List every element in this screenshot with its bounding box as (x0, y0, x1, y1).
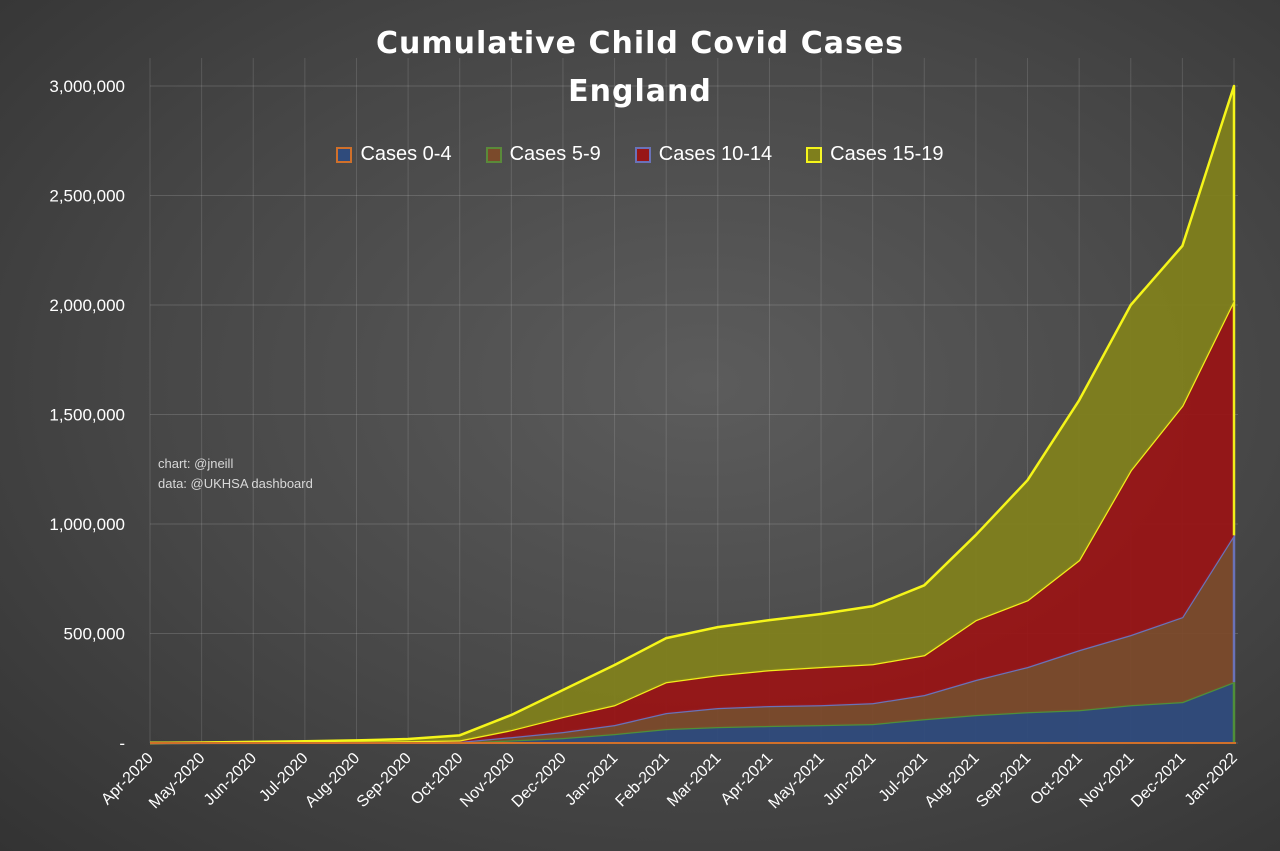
x-tick-label: Feb-2021 (613, 750, 674, 811)
x-tick-label: Nov-2021 (1077, 750, 1138, 811)
legend-swatch (485, 146, 502, 163)
y-tick-label: 500,000 (64, 625, 125, 644)
legend-label: Cases 0-4 (360, 143, 452, 165)
x-tick-label: Jun-2020 (201, 750, 260, 809)
legend-item-0-4: Cases 0-4 (336, 143, 452, 166)
legend-item-15-19: Cases 15-19 (806, 143, 944, 166)
legend-label: Cases 5-9 (509, 143, 601, 165)
x-tick-label: Aug-2020 (302, 750, 363, 811)
line-cases-15-19 (149, 84, 1236, 745)
data-credit: data: @UKHSA dashboard (158, 476, 313, 491)
chart-credit: chart: @jneill (158, 456, 234, 471)
x-tick-label: Dec-2021 (1128, 750, 1189, 811)
x-tick-label: Jan-2021 (562, 750, 621, 809)
area-cases-5-9 (150, 535, 1234, 743)
legend-swatch (336, 146, 353, 163)
legend-item-10-14: Cases 10-14 (634, 143, 773, 166)
chart-subtitle: England (568, 74, 712, 109)
legend-label: Cases 15-19 (830, 143, 944, 165)
x-tick-label: Nov-2020 (457, 750, 518, 811)
legend-swatch (634, 146, 651, 163)
y-tick-label: 2,000,000 (49, 296, 125, 315)
x-tick-label: Sep-2021 (973, 750, 1034, 811)
area-cases-15-19 (150, 86, 1234, 743)
legend-label: Cases 10-14 (658, 143, 773, 165)
x-tick-label: Mar-2021 (664, 750, 725, 811)
y-tick-label: 1,000,000 (49, 515, 125, 534)
legend-swatch (806, 146, 823, 163)
x-tick-label: Dec-2020 (509, 750, 570, 811)
x-tick-label: Sep-2020 (354, 750, 415, 811)
legend-item-5-9: Cases 5-9 (485, 143, 601, 166)
y-tick-label: - (119, 734, 125, 753)
area-cases-10-14 (150, 300, 1234, 743)
y-tick-label: 2,500,000 (49, 187, 125, 206)
x-tick-label: Jun-2021 (820, 750, 879, 809)
y-tick-label: 1,500,000 (49, 406, 125, 425)
y-tick-label: 3,000,000 (49, 77, 125, 96)
chart-title: Cumulative Child Covid Cases (375, 26, 905, 61)
legend: Cases 0-4 Cases 5-9 Cases 10-14 Cases 15… (0, 143, 1280, 166)
x-tick-label: Aug-2021 (922, 750, 983, 811)
x-tick-label: May-2020 (146, 750, 208, 812)
area-cases-0-4 (150, 682, 1234, 743)
x-tick-label: Jan-2022 (1182, 750, 1241, 809)
x-tick-label: May-2021 (766, 750, 828, 812)
